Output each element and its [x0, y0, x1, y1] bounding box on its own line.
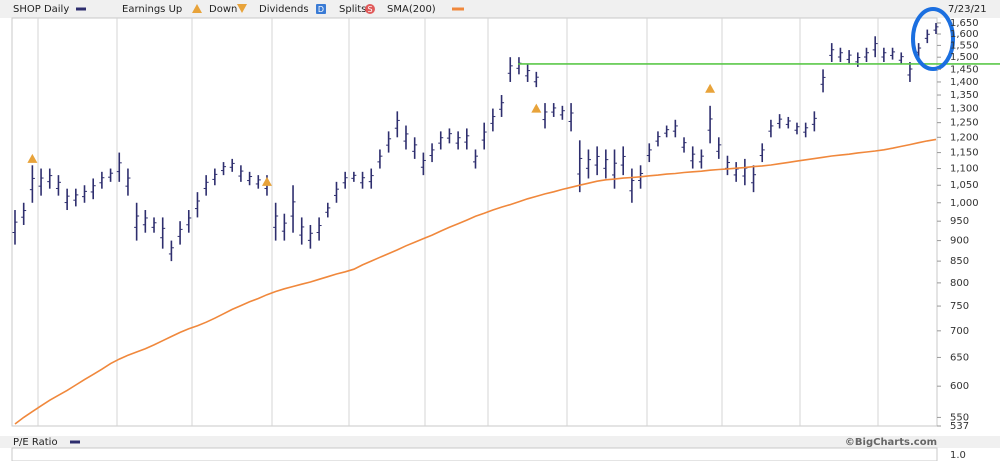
y-tick-label: 650	[950, 352, 969, 363]
legend-label: SMA(200)	[387, 4, 436, 15]
legend-icon	[316, 4, 326, 14]
highlight-circle	[911, 7, 955, 71]
plot	[12, 22, 1000, 425]
y-tick-label: 600	[950, 381, 969, 392]
legend-bar	[0, 0, 1000, 18]
earnings-marker	[261, 176, 272, 186]
earnings-marker	[705, 83, 716, 93]
legend-label: Down	[209, 4, 237, 15]
legend-icon-text: D	[318, 5, 324, 14]
y-tick-label: 1,050	[950, 180, 979, 191]
y-tick-label: 537	[950, 421, 969, 432]
y-tick-label: 1,550	[950, 40, 979, 51]
earnings-marker	[27, 153, 38, 163]
pe-frame	[11, 447, 938, 461]
legend-icon	[237, 4, 247, 13]
y-tick-label: 800	[950, 278, 969, 289]
y-tick-label: 950	[950, 216, 969, 227]
y-tick-label: 750	[950, 301, 969, 312]
date-label: 7/23/21	[948, 4, 987, 15]
y-tick-label: 1,650	[950, 18, 979, 29]
y-tick-label: 1,500	[950, 52, 979, 63]
y-tick-label: 1,600	[950, 29, 979, 40]
credit: ©BigCharts.com	[845, 437, 937, 448]
y-tick-label: 1,250	[950, 118, 979, 129]
y-tick-label: 1,150	[950, 148, 979, 159]
legend: SHOP Daily Earnings Up Down Dividends D …	[13, 4, 464, 15]
legend-label: Dividends	[259, 4, 309, 15]
pe-bar	[0, 436, 1000, 448]
plot-frame	[11, 17, 938, 427]
y-tick-label: 1,400	[950, 77, 979, 88]
pe-tick-label: 1.0	[950, 450, 966, 461]
y-tick-label: 700	[950, 326, 969, 337]
y-tick-label: 900	[950, 236, 969, 247]
legend-label: Splits	[339, 4, 366, 15]
month-grid	[37, 18, 879, 426]
legend-icon	[365, 4, 375, 14]
y-tick-label: 850	[950, 256, 969, 267]
legend-label: Earnings Up	[122, 4, 182, 15]
earnings-marker	[531, 103, 542, 113]
y-tick-label: 1,100	[950, 164, 979, 175]
y-tick-label: 1,000	[950, 198, 979, 209]
legend-label: SHOP Daily	[13, 4, 69, 15]
legend-icon	[192, 4, 202, 13]
pe-title: P/E Ratio	[13, 437, 58, 448]
y-tick-label: 1,200	[950, 132, 979, 143]
y-tick-label: 1,450	[950, 64, 979, 75]
y-tick-label: 1,300	[950, 104, 979, 115]
y-tick-label: 1,350	[950, 90, 979, 101]
legend-icon-text: S	[367, 5, 372, 14]
y-tick-label: 550	[950, 412, 969, 423]
sma-line	[14, 138, 937, 425]
